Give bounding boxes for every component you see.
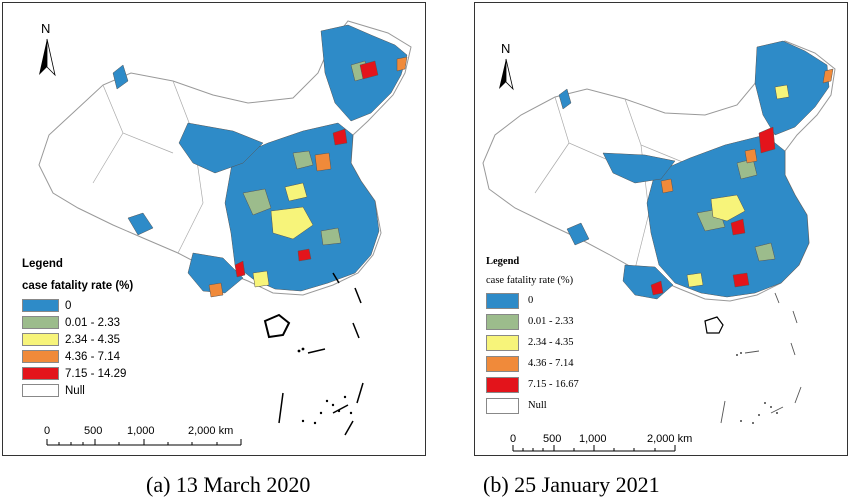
region-zero-xj — [558, 88, 572, 110]
scale-label-2000: 2,000 km — [647, 433, 692, 445]
scale-label-500: 500 — [84, 425, 102, 437]
region-zero-west — [566, 222, 590, 246]
region-low-1 — [242, 188, 272, 216]
region-mid-3 — [686, 272, 704, 288]
region-max-2 — [332, 128, 348, 146]
legend-item: 4.36 - 7.14 — [22, 348, 133, 365]
scale-label-2000: 2,000 km — [188, 425, 233, 437]
region-max-2 — [730, 218, 746, 236]
region-zero-northeast — [754, 40, 830, 136]
scale-bar: 0 500 1,000 2,000 km — [510, 433, 692, 452]
legend-item: 0 — [22, 297, 133, 314]
caption-a: (a) 13 March 2020 — [146, 472, 311, 497]
region-max-4 — [650, 280, 664, 296]
legend-b: Legend case fatality rate (%) 0 0.01 - 2… — [486, 256, 579, 416]
region-max-1 — [758, 126, 776, 154]
legend-item: Null — [22, 382, 133, 399]
legend-item: 4.36 - 7.14 — [486, 353, 579, 374]
region-high-1 — [822, 68, 834, 84]
legend-title: Legend — [22, 258, 63, 270]
region-high-2 — [660, 178, 674, 194]
scale-label-1000: 1,000 — [127, 425, 155, 437]
region-high-3 — [208, 282, 224, 298]
region-mid-1 — [710, 194, 746, 222]
north-label: N — [41, 21, 50, 36]
region-high-2 — [314, 152, 332, 172]
map-panel-a: N 0 500 1,000 2,000 km Legend case fatal… — [2, 2, 426, 456]
legend-subtitle: case fatality rate (%) — [22, 280, 134, 292]
region-zero-north — [178, 122, 264, 174]
region-max-1 — [359, 60, 379, 80]
china-map-a: N 0 500 1,000 2,000 km — [38, 20, 412, 446]
legend-a: Legend case fatality rate (%) 0 0.01 - 2… — [22, 258, 133, 399]
region-max-3 — [234, 260, 246, 278]
region-low-3 — [754, 242, 776, 262]
region-high-3 — [744, 148, 758, 164]
region-mid-1 — [270, 206, 314, 240]
legend-item: 2.34 - 4.35 — [22, 331, 133, 348]
region-zero-south — [187, 252, 244, 294]
region-zero-north — [602, 152, 676, 184]
region-max-3 — [732, 272, 750, 288]
map-panel-b: N 0 500 1,000 2,000 km Legend case fatal… — [474, 2, 848, 456]
hainan-island — [704, 316, 724, 334]
scale-bar: 0 500 1,000 2,000 km — [44, 425, 242, 446]
south-sea-boundary — [278, 272, 364, 436]
legend-item: 0 — [486, 290, 579, 311]
china-map-b: N 0 500 1,000 2,000 km — [482, 40, 836, 452]
south-sea-islands — [297, 347, 353, 425]
legend-item: 7.15 - 16.67 — [486, 374, 579, 395]
region-high-1 — [396, 56, 408, 72]
legend-item: 7.15 - 14.29 — [22, 365, 133, 382]
internal-boundaries — [534, 96, 686, 270]
region-low-4 — [320, 227, 342, 246]
hainan-island — [263, 313, 291, 339]
south-sea-boundary — [720, 292, 802, 424]
legend-subtitle: case fatality rate (%) — [486, 275, 574, 286]
region-mid-2 — [774, 84, 790, 100]
region-max-4 — [297, 248, 312, 262]
region-mid-2 — [284, 182, 308, 202]
legend-item: 0.01 - 2.33 — [22, 314, 133, 331]
region-zero-west — [127, 212, 154, 236]
scale-label-0: 0 — [510, 433, 516, 445]
south-sea-islands — [736, 352, 778, 424]
scale-label-500: 500 — [543, 433, 561, 445]
scale-label-0: 0 — [44, 425, 50, 437]
north-label: N — [501, 41, 510, 56]
legend-item: Null — [486, 395, 579, 416]
legend-item: 2.34 - 4.35 — [486, 332, 579, 353]
scale-label-1000: 1,000 — [579, 433, 607, 445]
caption-b: (b) 25 January 2021 — [483, 472, 660, 497]
region-zero-xj — [112, 64, 129, 90]
region-low-2 — [292, 150, 314, 170]
legend-item: 0.01 - 2.33 — [486, 311, 579, 332]
region-mid-3 — [252, 270, 270, 288]
legend-title: Legend — [486, 256, 520, 267]
